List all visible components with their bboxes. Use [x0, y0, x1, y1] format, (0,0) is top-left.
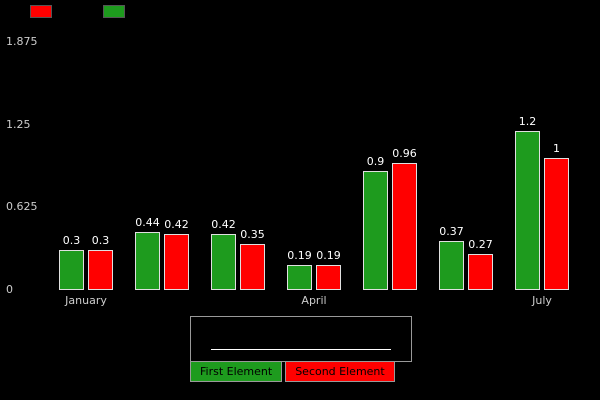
x-tick-label: July — [532, 294, 552, 307]
y-tick-label: 1.875 — [6, 35, 38, 48]
bar-first-element — [59, 250, 84, 290]
legend: First Element Second Element — [190, 361, 395, 382]
bar-value-label: 0.19 — [287, 249, 312, 262]
bar-value-label: 0.35 — [240, 228, 265, 241]
legend-box — [190, 316, 412, 362]
bar-second-element — [316, 265, 341, 290]
green-swatch — [103, 5, 125, 18]
x-tick-label: April — [301, 294, 327, 307]
bar-value-label: 1 — [553, 142, 560, 155]
y-tick-label: 0 — [6, 283, 13, 296]
bar-value-label: 0.42 — [164, 218, 189, 231]
bar-value-label: 0.42 — [211, 218, 236, 231]
bar-value-label: 0.3 — [91, 234, 110, 247]
bar-value-label: 0.37 — [439, 225, 464, 238]
bar-second-element — [392, 163, 417, 290]
bar-second-element — [544, 158, 569, 290]
y-tick-label: 1.25 — [6, 117, 31, 131]
bar-value-label: 0.3 — [62, 234, 81, 247]
bar-first-element — [211, 234, 236, 290]
legend-entry-first-element[interactable]: First Element — [190, 361, 283, 382]
bar-first-element — [135, 232, 160, 290]
bar-first-element — [363, 171, 388, 290]
bar-value-label: 0.27 — [468, 238, 493, 251]
bar-first-element — [515, 131, 540, 290]
bar-value-label: 1.2 — [518, 115, 537, 128]
y-tick-label: 0.625 — [6, 200, 38, 214]
bar-first-element — [287, 265, 312, 290]
bar-value-label: 0.96 — [392, 147, 417, 160]
bar-value-label: 0.19 — [316, 249, 341, 262]
legend-entry-second-element[interactable]: Second Element — [285, 361, 395, 382]
bar-second-element — [468, 254, 493, 290]
bar-second-element — [88, 250, 113, 290]
bar-value-label: 0.44 — [135, 216, 160, 229]
bar-second-element — [240, 244, 265, 290]
bar-second-element — [164, 234, 189, 290]
bar-first-element — [439, 241, 464, 290]
legend-divider-line — [211, 349, 391, 350]
x-tick-label: January — [65, 294, 107, 307]
bar-value-label: 0.9 — [366, 155, 385, 168]
red-swatch — [30, 5, 52, 18]
